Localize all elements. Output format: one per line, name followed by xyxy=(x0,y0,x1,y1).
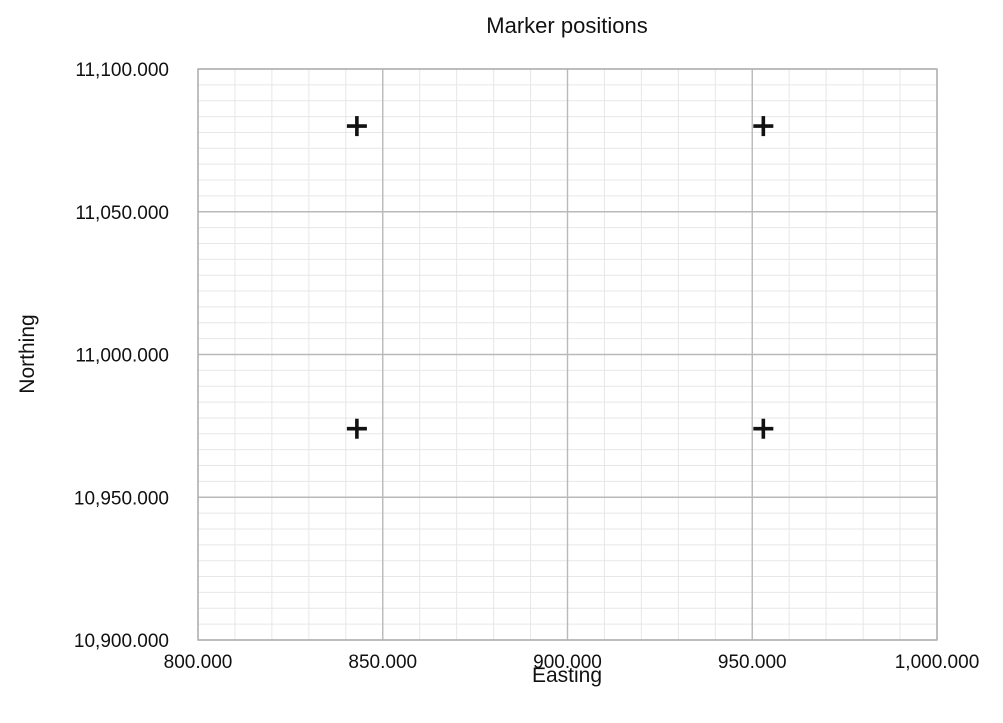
plus-marker xyxy=(346,418,367,439)
plus-marker xyxy=(753,418,774,439)
y-tick-label: 10,950.000 xyxy=(74,488,169,509)
x-tick-label: 850.000 xyxy=(348,652,417,673)
plot-frame xyxy=(197,68,938,641)
x-tick-label: 1,000.000 xyxy=(895,652,980,673)
plus-marker xyxy=(753,116,774,137)
y-tick-label: 11,000.000 xyxy=(75,346,169,367)
plus-marker xyxy=(346,116,367,137)
y-tick-labels: 10,900.000 10,950.000 11,000.000 11,050.000… xyxy=(74,60,169,652)
y-tick-label: 11,100.000 xyxy=(75,60,169,81)
x-tick-label: 800.000 xyxy=(164,652,233,673)
x-tick-label: 900.000 xyxy=(533,652,602,673)
plus-markers xyxy=(346,116,774,439)
x-tick-label: 950.000 xyxy=(718,652,787,673)
chart-title: Marker positions xyxy=(486,13,647,38)
y-axis-label: Northing xyxy=(16,314,39,393)
x-tick-labels: 800.000 850.000 900.000 950.000 1,000.000 xyxy=(164,652,980,673)
y-tick-label: 11,050.000 xyxy=(75,203,169,224)
x-axis-label: Easting xyxy=(532,664,602,687)
y-tick-label: 10,900.000 xyxy=(74,631,169,652)
